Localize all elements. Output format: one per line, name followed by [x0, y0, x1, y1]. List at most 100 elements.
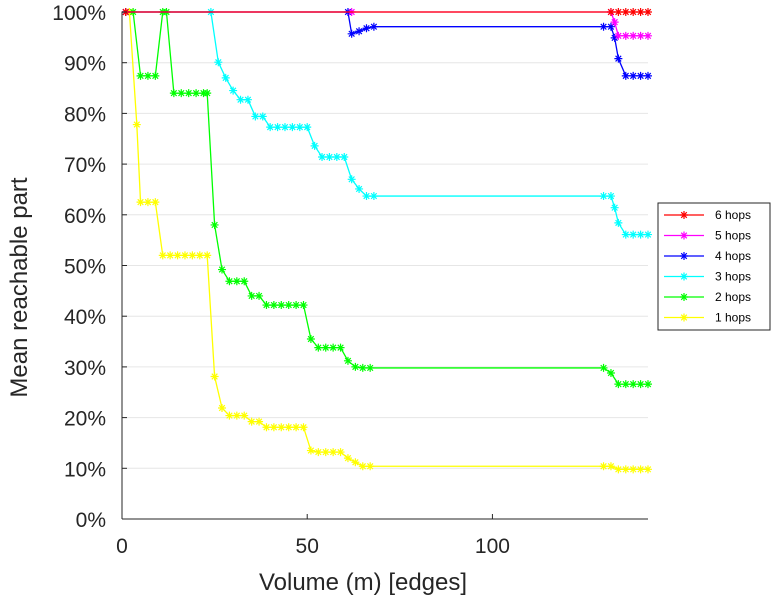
data-point-1-hops [277, 423, 286, 432]
data-point-2-hops [218, 265, 227, 274]
data-point-1-hops [269, 423, 278, 432]
series-1-hops [121, 8, 652, 474]
data-point-4-hops [347, 29, 356, 38]
legend-label: 4 hops [715, 249, 751, 263]
data-point-1-hops [247, 417, 256, 426]
data-point-1-hops [188, 251, 197, 260]
series-line-2-hops [125, 11, 648, 385]
legend-item: 2 hops [664, 290, 751, 304]
data-point-2-hops [644, 380, 652, 389]
data-point-3-hops [318, 153, 327, 162]
data-point-3-hops [243, 95, 252, 104]
data-point-3-hops [340, 153, 349, 162]
legend-box [657, 202, 771, 331]
data-point-1-hops [284, 423, 293, 432]
data-point-1-hops [166, 251, 175, 260]
data-point-3-hops [325, 153, 334, 162]
data-point-4-hops [636, 71, 645, 80]
data-point-1-hops [203, 251, 212, 260]
series-line-4-hops [125, 11, 648, 77]
data-point-1-hops [621, 465, 630, 474]
data-point-2-hops [606, 368, 615, 377]
y-tick-label: 20% [64, 408, 106, 431]
legend-item: 1 hops [664, 311, 751, 325]
data-point-5-hops [629, 31, 638, 40]
data-point-3-hops [621, 230, 630, 239]
data-point-2-hops [292, 301, 301, 310]
data-point-3-hops [288, 123, 297, 132]
data-point-2-hops [169, 89, 178, 98]
data-point-1-hops [614, 465, 623, 474]
series-5-hops [121, 8, 652, 40]
data-point-3-hops [303, 123, 312, 132]
data-point-2-hops [232, 277, 241, 286]
data-point-3-hops [636, 230, 645, 239]
data-point-3-hops [236, 95, 245, 104]
data-point-4-hops [610, 33, 619, 42]
legend-marker [680, 313, 688, 322]
data-point-1-hops [599, 462, 608, 471]
data-point-2-hops [262, 301, 271, 310]
data-point-5-hops [644, 31, 652, 40]
data-point-2-hops [284, 301, 293, 310]
legend-label: 6 hops [715, 208, 751, 222]
legend-label: 2 hops [715, 290, 751, 304]
data-point-3-hops [229, 86, 238, 95]
data-point-1-hops [329, 448, 338, 457]
data-point-3-hops [614, 218, 623, 227]
data-point-1-hops [358, 462, 367, 471]
data-point-3-hops [310, 141, 319, 150]
data-point-1-hops [180, 251, 189, 260]
legend-label: 1 hops [715, 311, 751, 325]
data-point-3-hops [355, 184, 364, 193]
data-point-1-hops [336, 448, 345, 457]
data-point-1-hops [321, 448, 330, 457]
data-point-3-hops [266, 123, 275, 132]
data-point-1-hops [366, 462, 375, 471]
series-4-hops [121, 8, 652, 80]
series-6-hops [121, 8, 652, 16]
data-point-6-hops [636, 8, 645, 16]
data-point-3-hops [610, 203, 619, 212]
legend-item: 5 hops [664, 229, 751, 243]
data-point-1-hops [151, 198, 160, 207]
data-point-6-hops [629, 8, 638, 16]
data-point-4-hops [629, 71, 638, 80]
data-point-2-hops [151, 71, 160, 80]
data-point-3-hops [251, 112, 260, 121]
data-point-2-hops [192, 89, 201, 98]
legend-marker [680, 272, 688, 281]
data-point-2-hops [306, 335, 315, 344]
data-point-6-hops [614, 8, 623, 16]
data-point-3-hops [258, 112, 267, 121]
data-point-2-hops [277, 301, 286, 310]
legend-marker [680, 211, 688, 219]
data-point-2-hops [621, 380, 630, 389]
data-point-2-hops [629, 380, 638, 389]
series-3-hops [121, 8, 652, 239]
x-tick-label: 50 [296, 535, 319, 558]
data-point-3-hops [332, 153, 341, 162]
data-point-1-hops [136, 198, 145, 207]
data-point-1-hops [225, 411, 234, 420]
legend-item: 6 hops [664, 208, 751, 222]
data-point-2-hops [210, 220, 219, 229]
data-point-1-hops [210, 372, 219, 381]
data-point-4-hops [621, 71, 630, 80]
series-layer [121, 8, 652, 474]
data-point-2-hops [614, 380, 623, 389]
data-point-2-hops [240, 277, 249, 286]
data-point-3-hops [214, 58, 223, 67]
data-point-1-hops [218, 403, 227, 412]
data-point-3-hops [221, 73, 230, 82]
y-tick-label: 90% [64, 53, 106, 76]
data-point-1-hops [644, 465, 652, 474]
data-point-1-hops [232, 411, 241, 420]
data-point-2-hops [366, 363, 375, 372]
data-point-2-hops [321, 343, 330, 352]
legend-item: 4 hops [664, 249, 751, 263]
data-point-1-hops [132, 120, 141, 129]
data-point-1-hops [173, 251, 182, 260]
data-point-4-hops [599, 22, 608, 31]
x-axis-title: Volume (m) [edges] [259, 569, 467, 596]
